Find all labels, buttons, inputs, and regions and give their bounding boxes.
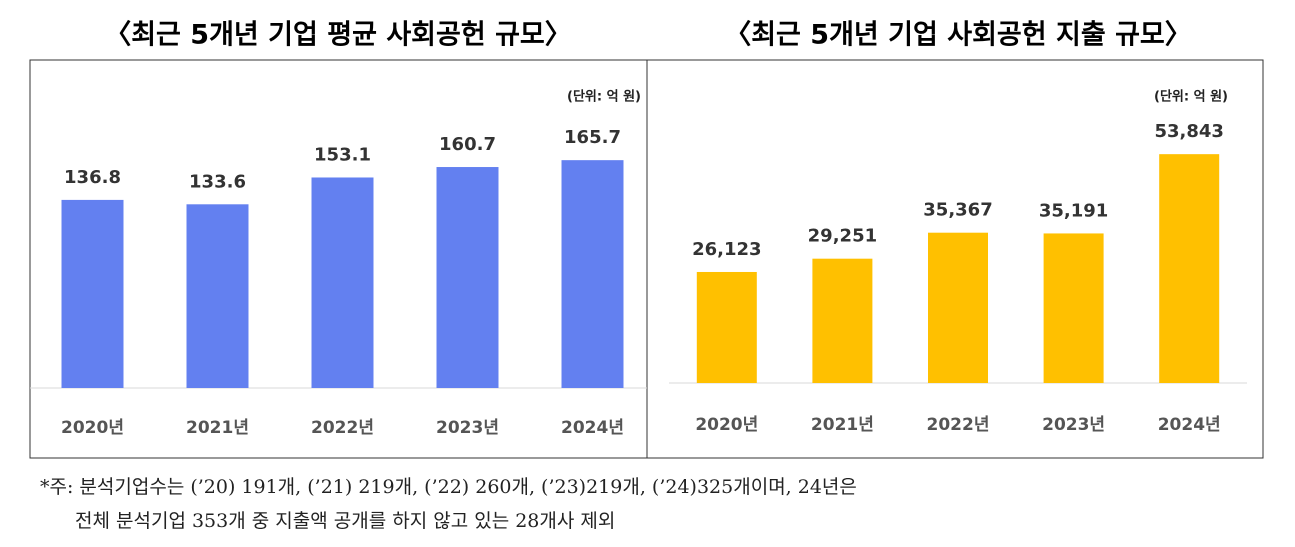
x-tick-label: 2023년 (436, 418, 499, 438)
bar (186, 204, 249, 388)
bar (311, 177, 374, 388)
x-tick-label: 2020년 (61, 418, 124, 438)
bar (1159, 154, 1220, 383)
value-label: 136.8 (64, 167, 121, 188)
value-label: 153.1 (314, 144, 371, 165)
unit-label: (단위: 억 원) (1154, 89, 1228, 105)
footnote: *주: 분석기업수는 (’20) 191개, (’21) 219개, (’22)… (40, 476, 857, 498)
value-label: 160.7 (439, 134, 496, 155)
chart-title: 〈최근 5개년 기업 평균 사회공헌 규모〉 (104, 20, 572, 51)
bar (436, 167, 499, 388)
value-label: 53,843 (1154, 121, 1223, 142)
x-tick-label: 2022년 (927, 415, 990, 435)
x-tick-label: 2022년 (311, 418, 374, 438)
x-tick-label: 2024년 (1158, 415, 1221, 435)
bar (1043, 233, 1104, 383)
footnote: 전체 분석기업 353개 중 지출액 공개를 하지 않고 있는 28개사 제외 (75, 510, 615, 532)
bar (561, 160, 624, 388)
bar (812, 258, 873, 383)
value-label: 29,251 (808, 226, 877, 247)
bar (928, 232, 988, 383)
x-tick-label: 2021년 (811, 415, 874, 435)
value-label: 133.6 (189, 171, 246, 192)
unit-label: (단위: 억 원) (567, 89, 641, 105)
x-tick-label: 2024년 (561, 418, 624, 438)
value-label: 35,191 (1039, 200, 1108, 221)
bar (696, 271, 757, 383)
x-tick-label: 2023년 (1042, 415, 1105, 435)
value-label: 35,367 (923, 200, 992, 221)
chart-title: 〈최근 5개년 기업 사회공헌 지출 규모〉 (724, 20, 1192, 51)
value-label: 165.7 (564, 127, 621, 148)
x-tick-label: 2020년 (695, 415, 758, 435)
value-label: 26,123 (692, 239, 761, 260)
x-tick-label: 2021년 (186, 418, 249, 438)
bar (61, 199, 124, 388)
